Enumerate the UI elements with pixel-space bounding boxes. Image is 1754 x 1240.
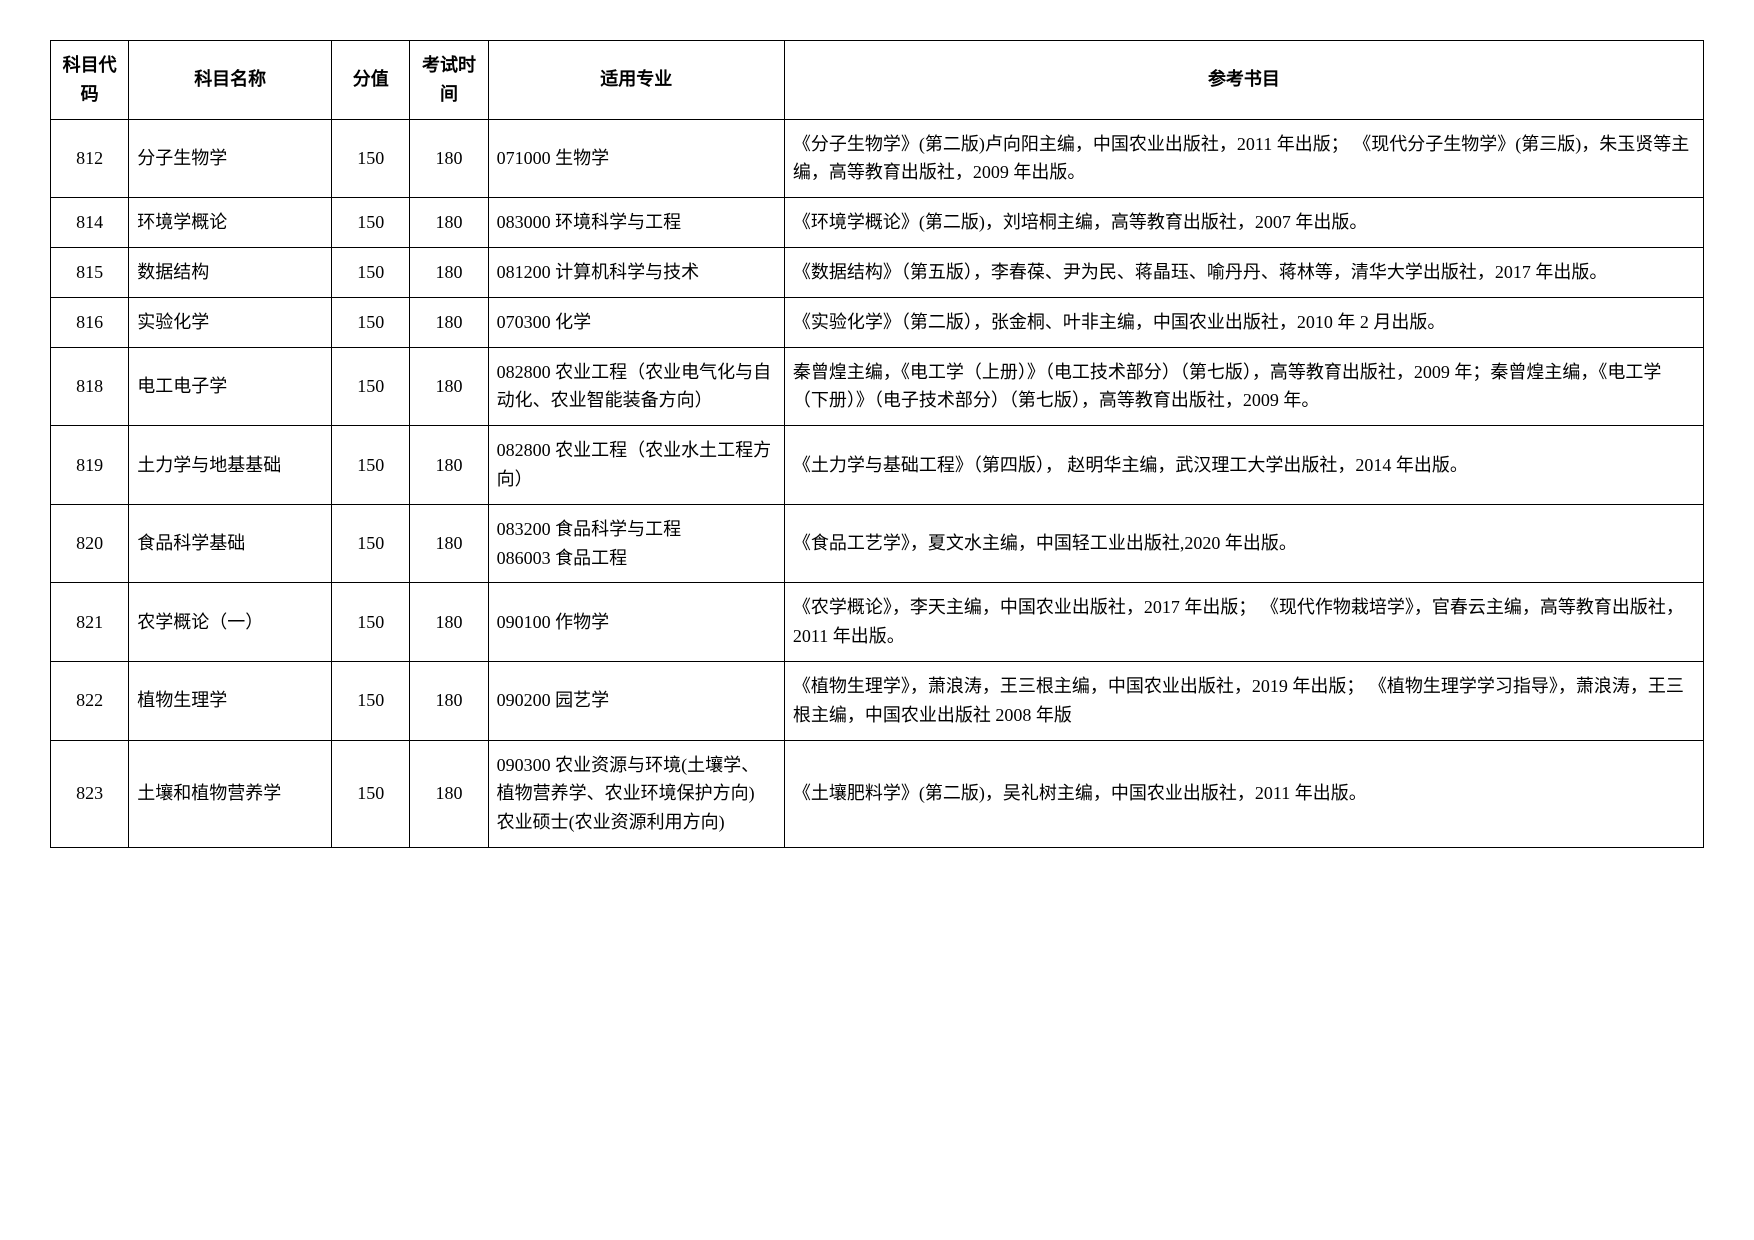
cell-code: 818	[51, 347, 129, 426]
cell-time: 180	[410, 297, 488, 347]
cell-name: 电工电子学	[129, 347, 332, 426]
cell-name: 土壤和植物营养学	[129, 740, 332, 847]
header-code: 科目代码	[51, 41, 129, 120]
header-score: 分值	[332, 41, 410, 120]
cell-major: 090300 农业资源与环境(土壤学、植物营养学、农业环境保护方向) 农业硕士(…	[488, 740, 784, 847]
header-major: 适用专业	[488, 41, 784, 120]
cell-code: 821	[51, 583, 129, 662]
table-row: 818 电工电子学 150 180 082800 农业工程（农业电气化与自动化、…	[51, 347, 1704, 426]
cell-name: 食品科学基础	[129, 504, 332, 583]
cell-major: 082800 农业工程（农业电气化与自动化、农业智能装备方向）	[488, 347, 784, 426]
table-row: 815 数据结构 150 180 081200 计算机科学与技术 《数据结构》（…	[51, 247, 1704, 297]
cell-major: 071000 生物学	[488, 119, 784, 198]
cell-major: 083200 食品科学与工程 086003 食品工程	[488, 504, 784, 583]
cell-score: 150	[332, 583, 410, 662]
cell-time: 180	[410, 347, 488, 426]
table-row: 823 土壤和植物营养学 150 180 090300 农业资源与环境(土壤学、…	[51, 740, 1704, 847]
table-row: 814 环境学概论 150 180 083000 环境科学与工程 《环境学概论》…	[51, 198, 1704, 248]
cell-major: 083000 环境科学与工程	[488, 198, 784, 248]
cell-score: 150	[332, 119, 410, 198]
cell-code: 822	[51, 661, 129, 740]
header-name: 科目名称	[129, 41, 332, 120]
cell-ref: 《农学概论》，李天主编，中国农业出版社，2017 年出版； 《现代作物栽培学》，…	[784, 583, 1703, 662]
table-row: 821 农学概论（一） 150 180 090100 作物学 《农学概论》，李天…	[51, 583, 1704, 662]
cell-name: 土力学与地基基础	[129, 426, 332, 505]
table-body: 812 分子生物学 150 180 071000 生物学 《分子生物学》(第二版…	[51, 119, 1704, 847]
cell-name: 植物生理学	[129, 661, 332, 740]
cell-code: 814	[51, 198, 129, 248]
cell-ref: 《实验化学》（第二版），张金桐、叶非主编，中国农业出版社，2010 年 2 月出…	[784, 297, 1703, 347]
cell-ref: 《食品工艺学》，夏文水主编，中国轻工业出版社,2020 年出版。	[784, 504, 1703, 583]
cell-code: 819	[51, 426, 129, 505]
cell-score: 150	[332, 347, 410, 426]
cell-major: 082800 农业工程（农业水土工程方向）	[488, 426, 784, 505]
cell-ref: 《环境学概论》(第二版)，刘培桐主编，高等教育出版社，2007 年出版。	[784, 198, 1703, 248]
cell-code: 816	[51, 297, 129, 347]
cell-name: 农学概论（一）	[129, 583, 332, 662]
cell-score: 150	[332, 198, 410, 248]
header-ref: 参考书目	[784, 41, 1703, 120]
cell-score: 150	[332, 247, 410, 297]
table-row: 816 实验化学 150 180 070300 化学 《实验化学》（第二版），张…	[51, 297, 1704, 347]
cell-ref: 《土力学与基础工程》（第四版）， 赵明华主编，武汉理工大学出版社，2014 年出…	[784, 426, 1703, 505]
course-reference-table: 科目代码 科目名称 分值 考试时间 适用专业 参考书目 812 分子生物学 15…	[50, 40, 1704, 848]
cell-ref: 《土壤肥料学》(第二版)，吴礼树主编，中国农业出版社，2011 年出版。	[784, 740, 1703, 847]
table-row: 820 食品科学基础 150 180 083200 食品科学与工程 086003…	[51, 504, 1704, 583]
cell-ref: 《数据结构》（第五版），李春葆、尹为民、蒋晶珏、喻丹丹、蒋林等，清华大学出版社，…	[784, 247, 1703, 297]
cell-code: 812	[51, 119, 129, 198]
cell-time: 180	[410, 247, 488, 297]
cell-time: 180	[410, 198, 488, 248]
cell-major: 081200 计算机科学与技术	[488, 247, 784, 297]
cell-name: 环境学概论	[129, 198, 332, 248]
table-row: 822 植物生理学 150 180 090200 园艺学 《植物生理学》，萧浪涛…	[51, 661, 1704, 740]
cell-code: 815	[51, 247, 129, 297]
cell-time: 180	[410, 583, 488, 662]
cell-major: 090200 园艺学	[488, 661, 784, 740]
cell-score: 150	[332, 504, 410, 583]
cell-time: 180	[410, 740, 488, 847]
table-row: 812 分子生物学 150 180 071000 生物学 《分子生物学》(第二版…	[51, 119, 1704, 198]
cell-name: 分子生物学	[129, 119, 332, 198]
cell-score: 150	[332, 740, 410, 847]
cell-time: 180	[410, 504, 488, 583]
cell-time: 180	[410, 661, 488, 740]
cell-ref: 《植物生理学》，萧浪涛，王三根主编，中国农业出版社，2019 年出版； 《植物生…	[784, 661, 1703, 740]
cell-score: 150	[332, 426, 410, 505]
cell-name: 实验化学	[129, 297, 332, 347]
cell-score: 150	[332, 661, 410, 740]
cell-major: 090100 作物学	[488, 583, 784, 662]
cell-major: 070300 化学	[488, 297, 784, 347]
table-header-row: 科目代码 科目名称 分值 考试时间 适用专业 参考书目	[51, 41, 1704, 120]
cell-code: 823	[51, 740, 129, 847]
cell-ref: 秦曾煌主编，《电工学（上册）》（电工技术部分）（第七版），高等教育出版社，200…	[784, 347, 1703, 426]
cell-score: 150	[332, 297, 410, 347]
table-row: 819 土力学与地基基础 150 180 082800 农业工程（农业水土工程方…	[51, 426, 1704, 505]
cell-time: 180	[410, 119, 488, 198]
cell-time: 180	[410, 426, 488, 505]
cell-ref: 《分子生物学》(第二版)卢向阳主编，中国农业出版社，2011 年出版； 《现代分…	[784, 119, 1703, 198]
cell-code: 820	[51, 504, 129, 583]
cell-name: 数据结构	[129, 247, 332, 297]
header-time: 考试时间	[410, 41, 488, 120]
